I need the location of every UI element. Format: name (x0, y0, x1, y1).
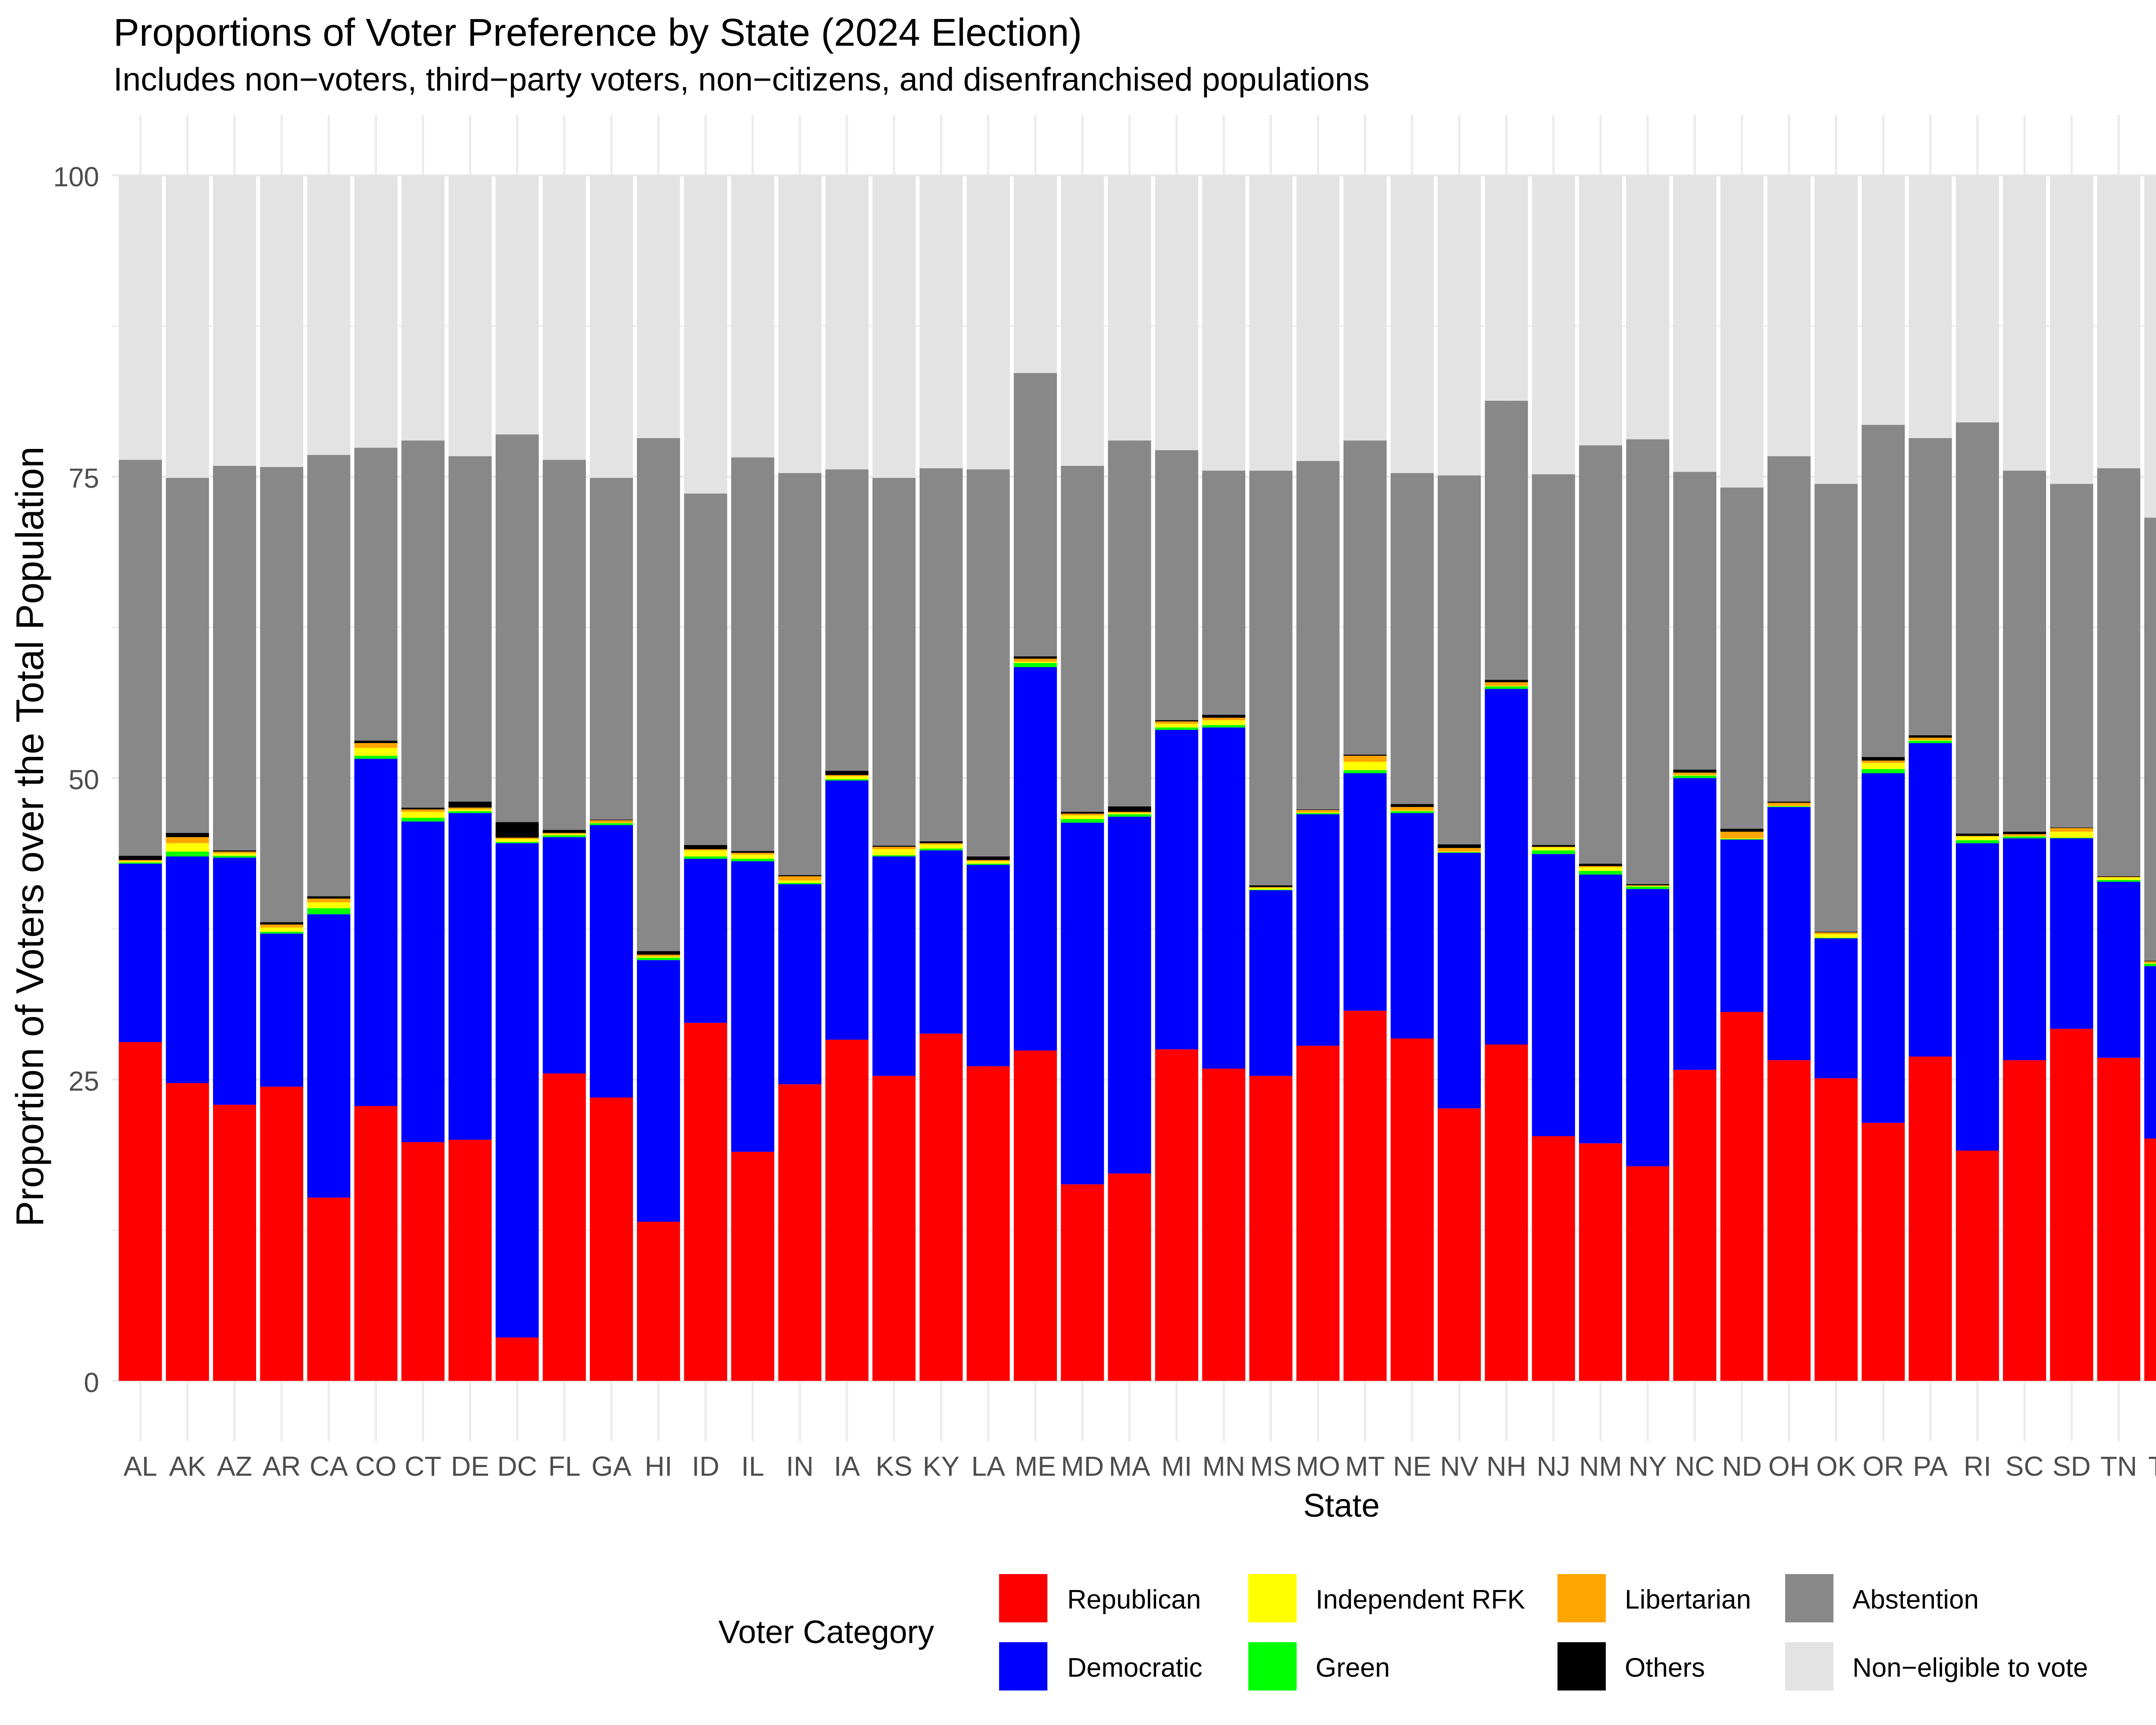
svg-text:25: 25 (69, 1066, 99, 1097)
svg-text:Proportions of Voter Preferenc: Proportions of Voter Preference by State… (113, 11, 1082, 54)
svg-text:CO: CO (355, 1451, 397, 1482)
svg-text:AZ: AZ (217, 1451, 252, 1482)
svg-text:ME: ME (1015, 1451, 1056, 1482)
svg-text:0: 0 (84, 1367, 99, 1398)
svg-text:Republican: Republican (1067, 1585, 1201, 1615)
svg-text:PA: PA (1913, 1451, 1948, 1482)
svg-text:MN: MN (1202, 1451, 1245, 1482)
svg-text:Includes non−voters, third−par: Includes non−voters, third−party voters,… (113, 61, 1369, 98)
svg-text:DC: DC (497, 1451, 537, 1482)
svg-text:MO: MO (1296, 1451, 1340, 1482)
svg-text:FL: FL (548, 1451, 580, 1482)
svg-text:Abstention: Abstention (1852, 1585, 1979, 1615)
svg-text:NM: NM (1579, 1451, 1622, 1482)
svg-text:NC: NC (1675, 1451, 1714, 1482)
svg-text:RI: RI (1964, 1451, 1991, 1482)
svg-text:ND: ND (1722, 1451, 1761, 1482)
svg-text:State: State (1303, 1487, 1379, 1524)
svg-text:Proportion of Voters over the: Proportion of Voters over the Total Popu… (9, 446, 52, 1227)
svg-text:TX: TX (2148, 1451, 2156, 1482)
svg-text:IN: IN (786, 1451, 814, 1482)
svg-text:AL: AL (123, 1451, 157, 1482)
svg-text:DE: DE (451, 1451, 489, 1482)
svg-text:MS: MS (1250, 1451, 1291, 1482)
svg-text:MT: MT (1345, 1451, 1385, 1482)
svg-text:NV: NV (1440, 1451, 1479, 1482)
svg-text:MD: MD (1061, 1451, 1104, 1482)
svg-text:AR: AR (263, 1451, 301, 1482)
svg-text:KS: KS (876, 1451, 912, 1482)
svg-text:MA: MA (1109, 1451, 1150, 1482)
svg-text:TN: TN (2100, 1451, 2137, 1482)
svg-text:GA: GA (592, 1451, 632, 1482)
svg-text:NY: NY (1629, 1451, 1667, 1482)
svg-text:Green: Green (1316, 1653, 1390, 1683)
svg-text:IL: IL (741, 1451, 764, 1482)
svg-text:OR: OR (1862, 1451, 1904, 1482)
svg-text:NE: NE (1393, 1451, 1432, 1482)
svg-text:Voter Category: Voter Category (718, 1614, 934, 1650)
svg-text:KY: KY (923, 1451, 959, 1482)
svg-text:Independent RFK: Independent RFK (1316, 1585, 1525, 1615)
svg-text:50: 50 (69, 764, 99, 795)
svg-text:Non−eligible to vote: Non−eligible to vote (1852, 1653, 2088, 1683)
svg-text:ID: ID (692, 1451, 719, 1482)
svg-text:Others: Others (1625, 1653, 1705, 1683)
svg-text:MI: MI (1161, 1451, 1192, 1482)
svg-text:NH: NH (1486, 1451, 1526, 1482)
svg-text:LA: LA (971, 1451, 1006, 1482)
svg-text:AK: AK (169, 1451, 206, 1482)
svg-text:SC: SC (2006, 1451, 2044, 1482)
svg-text:OK: OK (1816, 1451, 1856, 1482)
svg-text:Democratic: Democratic (1067, 1653, 1203, 1683)
svg-text:Libertarian: Libertarian (1625, 1585, 1751, 1615)
svg-text:OH: OH (1768, 1451, 1810, 1482)
svg-text:CT: CT (404, 1451, 441, 1482)
svg-text:75: 75 (69, 463, 99, 494)
svg-text:NJ: NJ (1537, 1451, 1570, 1482)
svg-text:IA: IA (834, 1451, 860, 1482)
svg-text:HI: HI (645, 1451, 672, 1482)
svg-text:100: 100 (53, 161, 99, 192)
svg-text:CA: CA (310, 1451, 348, 1482)
svg-text:SD: SD (2053, 1451, 2091, 1482)
